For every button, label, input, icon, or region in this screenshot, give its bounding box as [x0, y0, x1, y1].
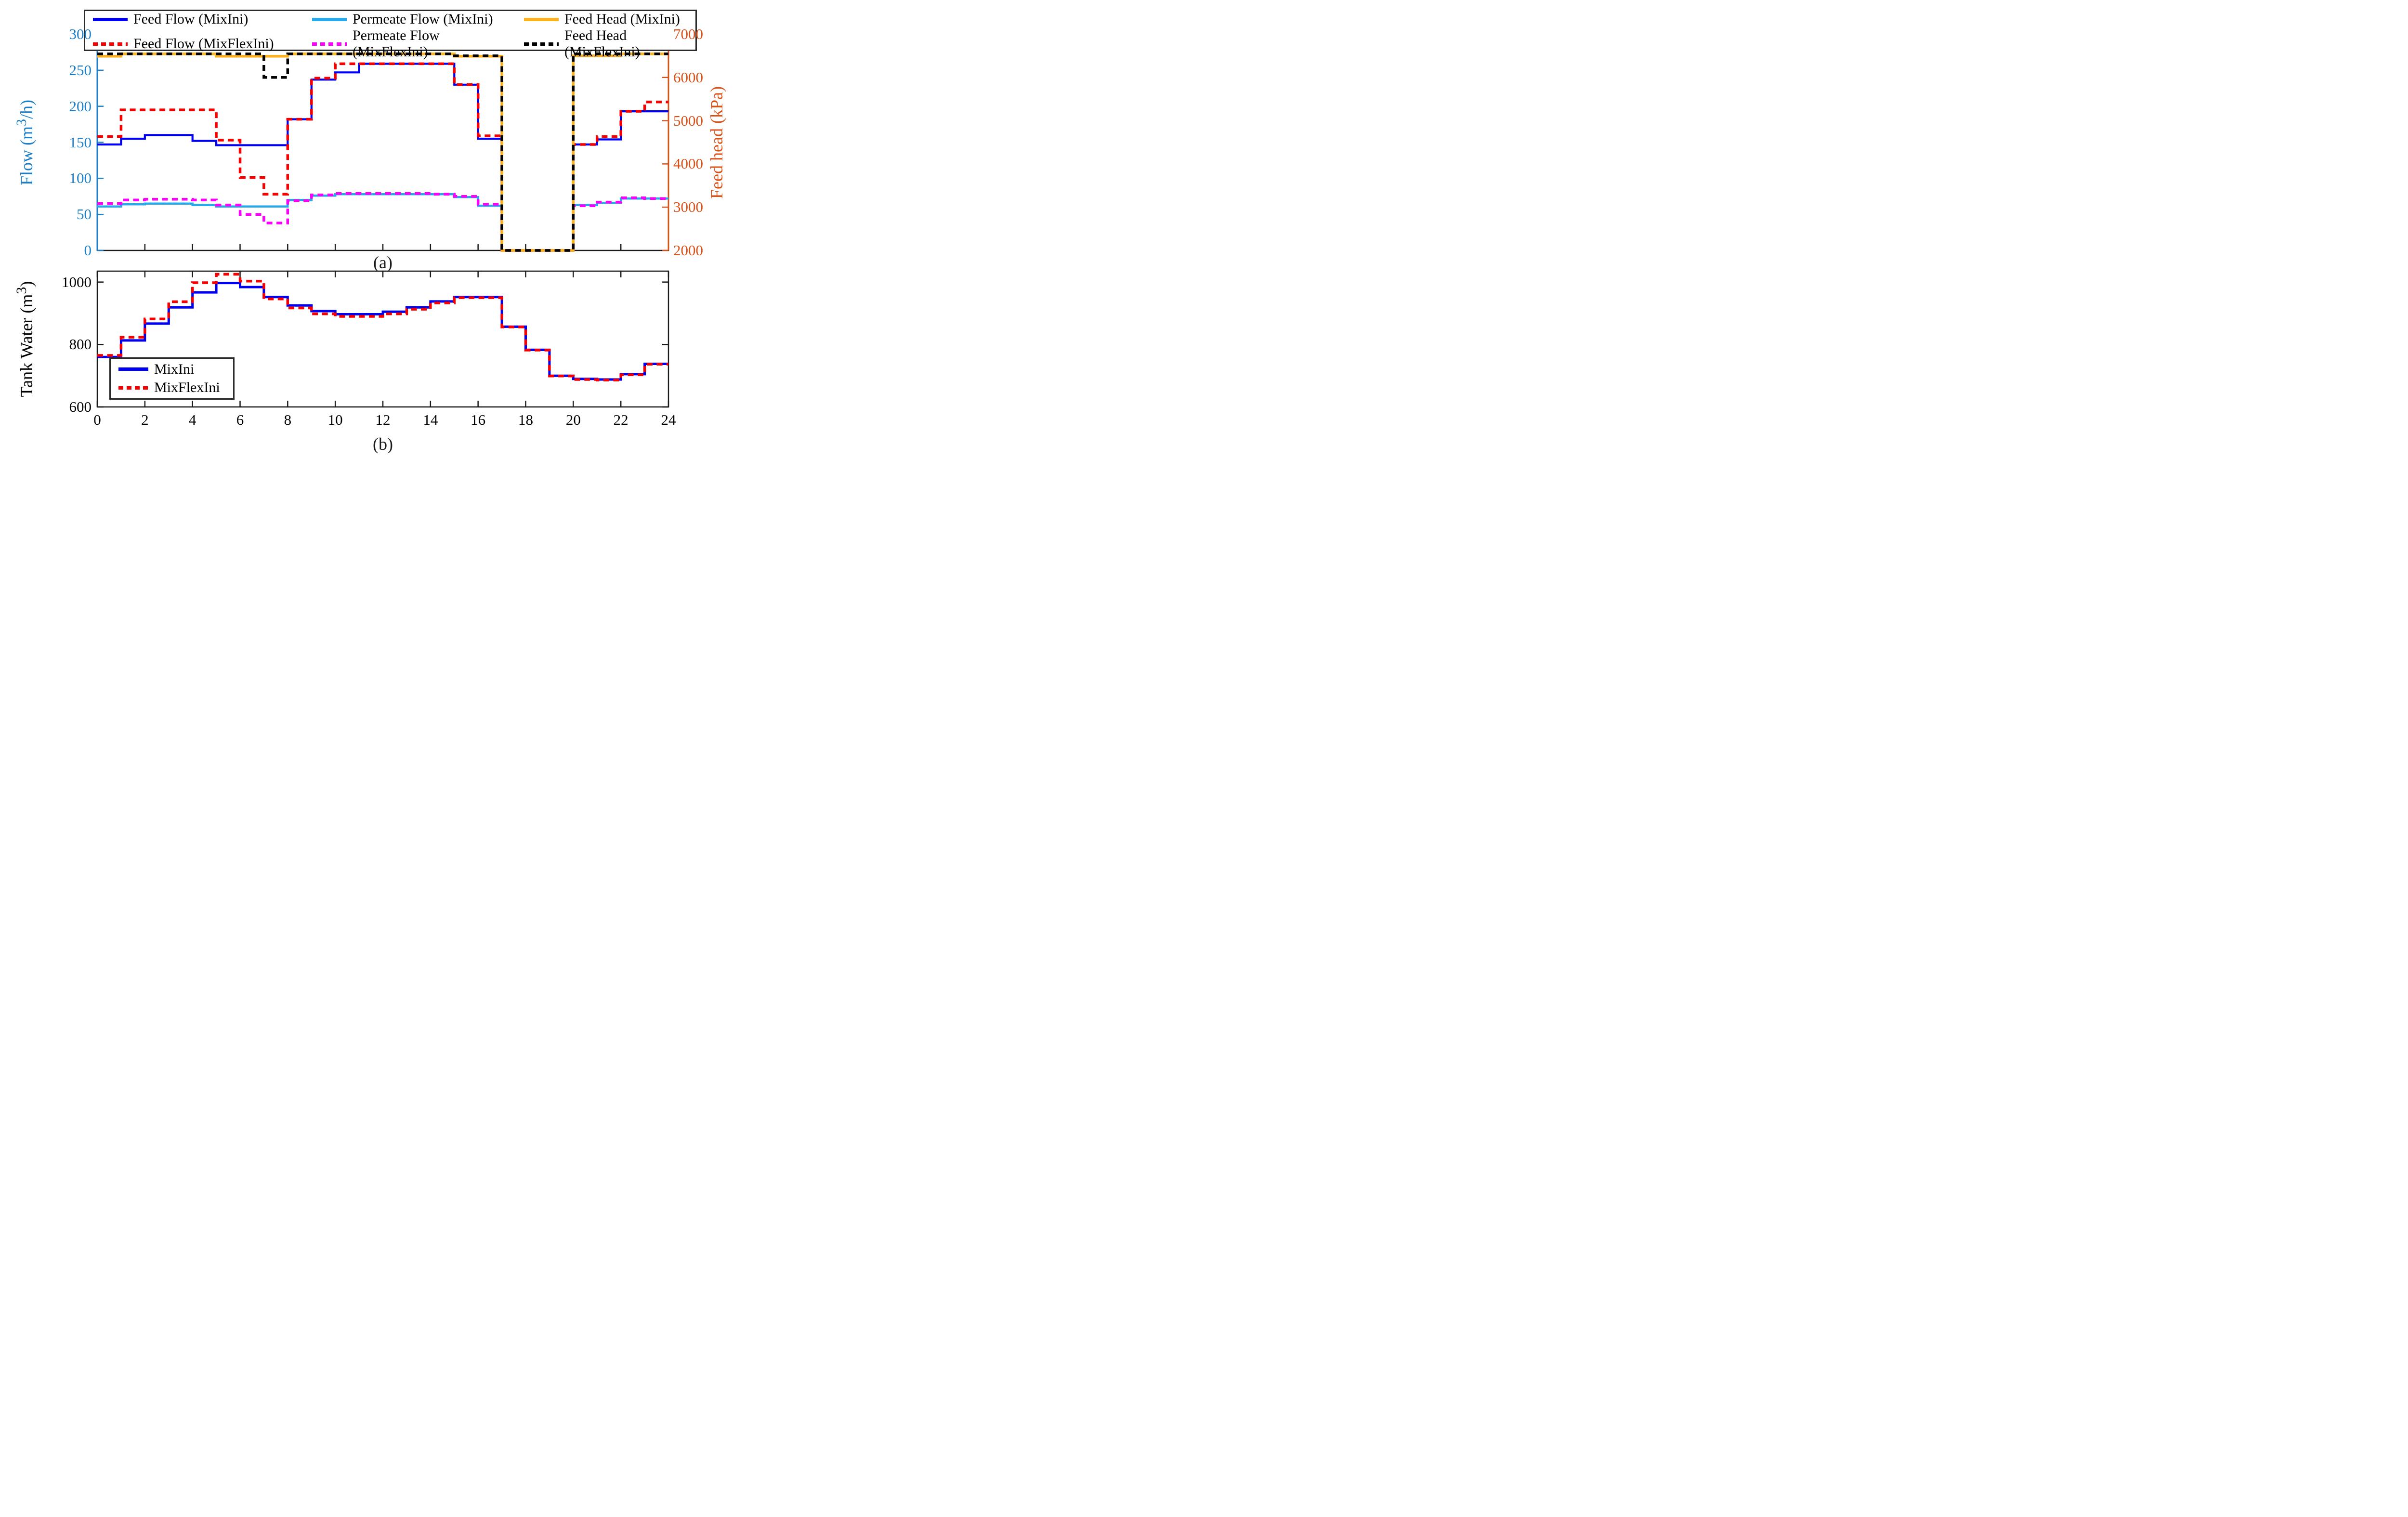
series-feed-flow-mixini-	[97, 63, 668, 252]
series-feed-head-mixini-	[97, 52, 668, 252]
legend-item: Permeate Flow (MixFlexIni)	[304, 27, 516, 60]
legend-item: MixFlexIni	[111, 379, 233, 396]
legend-item-label: Permeate Flow (MixIni)	[353, 11, 493, 27]
panel-a-label: (a)	[373, 253, 393, 272]
legend-item-label: MixIni	[154, 361, 195, 377]
series-permeate-flow-mixflexini-	[97, 192, 668, 252]
legend-panel-b: MixIni MixFlexIni	[109, 357, 235, 400]
figure-canvas: Flow (m3/h) Feed head (kPa) Tank Water (…	[0, 0, 740, 455]
dotted-line-swatch	[118, 386, 148, 390]
solid-line-swatch	[524, 17, 559, 21]
dotted-line-swatch	[524, 42, 559, 46]
panel-b-label: (b)	[373, 434, 393, 454]
legend-item: Feed Flow (MixFlexIni)	[85, 36, 304, 52]
legend-item: Permeate Flow (MixIni)	[304, 11, 516, 27]
legend-item-label: MixFlexIni	[154, 379, 220, 396]
legend-item-label: Feed Head (MixIni)	[564, 11, 680, 27]
solid-line-swatch	[312, 17, 347, 21]
legend-item: Feed Head (MixIni)	[516, 11, 695, 27]
legend-item: Feed Flow (MixIni)	[85, 11, 304, 27]
series-feed-head-mixflexini-	[97, 52, 668, 252]
legend-item: MixIni	[111, 361, 233, 378]
legend-item: Feed Head (MixFlexIni)	[516, 27, 695, 60]
chart-canvas	[96, 33, 669, 408]
legend-item-label: Permeate Flow (MixFlexIni)	[353, 27, 440, 60]
series-mixflexini	[97, 273, 668, 381]
feed-head-axis-label: Feed head (kPa)	[707, 86, 726, 199]
legend-item-label: Feed Head (MixFlexIni)	[564, 27, 640, 60]
flow-axis-label: Flow (m3/h)	[13, 99, 36, 186]
dotted-line-swatch	[312, 42, 347, 46]
series-permeate-flow-mixini-	[97, 193, 668, 252]
legend-panel-a: Feed Flow (MixIni) Permeate Flow (MixIni)…	[84, 10, 697, 60]
dotted-line-swatch	[93, 42, 128, 46]
solid-line-swatch	[118, 367, 148, 371]
tank-water-axis-label: Tank Water (m3)	[13, 281, 36, 397]
solid-line-swatch	[93, 17, 128, 21]
legend-item-label: Feed Flow (MixFlexIni)	[133, 36, 274, 52]
series-feed-flow-mixflexini-	[97, 62, 668, 252]
legend-item-label: Feed Flow (MixIni)	[133, 11, 249, 27]
